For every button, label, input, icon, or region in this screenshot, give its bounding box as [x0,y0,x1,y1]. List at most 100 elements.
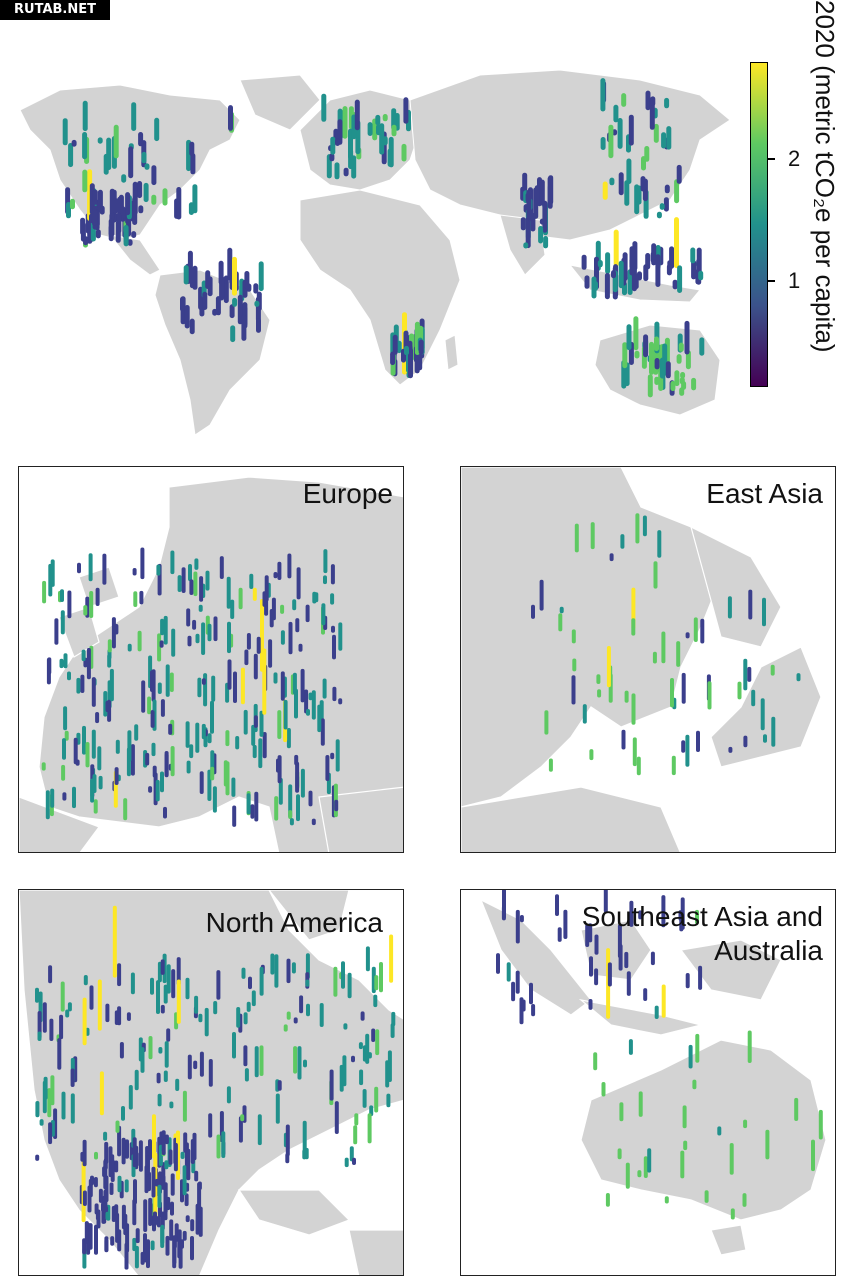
city-bar [168,723,173,735]
city-bar [189,744,194,759]
city-bar [628,1039,633,1055]
city-bar [141,151,147,164]
city-bar [90,1175,94,1186]
city-bar [654,358,660,370]
city-bar [163,1188,168,1221]
city-bar [121,1137,126,1165]
city-bar [376,124,381,136]
city-bar [107,654,112,668]
city-bar [700,618,705,644]
city-bar [246,633,251,650]
city-bar [704,1190,709,1203]
city-bar [105,1003,110,1023]
city-bar [256,318,261,333]
city-bar [622,342,628,369]
city-bar [208,1059,213,1087]
city-bar [390,1023,395,1038]
city-bar [542,200,548,233]
city-bar [161,1162,166,1190]
city-bar [181,567,186,593]
city-bar [273,672,278,684]
city-bar [253,653,258,680]
city-bar [213,1001,218,1015]
city-bar [653,123,659,143]
city-bar [317,704,322,733]
city-bar [373,994,378,1008]
city-bar [104,1141,109,1164]
city-bar [67,671,71,681]
city-bar [682,1105,687,1129]
city-bar [751,689,756,707]
city-bar [818,1109,823,1140]
city-bar [70,198,75,210]
city-bar [192,265,198,290]
city-bar [332,686,337,702]
city-bar [401,143,407,162]
city-bar [280,630,285,645]
city-bar [277,710,282,739]
city-bar [166,964,171,994]
city-bar [638,910,643,920]
city-bar [207,623,212,642]
city-bar [594,968,599,986]
city-bar [164,1041,169,1068]
city-bar [250,804,255,819]
city-bar [680,372,686,379]
city-bar [80,1151,85,1162]
city-bar [681,740,686,753]
city-bar [208,1113,213,1138]
city-bar [333,966,338,997]
southeast-asia-map [479,890,827,1256]
city-bar [277,561,282,580]
city-bar [661,984,666,1018]
city-bar [199,576,204,602]
world-map [19,69,731,436]
city-bar [300,768,305,798]
city-bar [747,1030,752,1063]
city-bar [304,689,309,714]
city-bar [320,718,325,746]
city-bar [531,604,535,619]
city-bar [558,613,563,632]
city-bar [596,674,601,684]
city-bar [97,746,102,771]
city-bar [143,182,149,203]
city-bar [698,270,704,281]
panel-europe: Europe [18,466,404,853]
city-bar [671,755,676,776]
city-bar [274,796,279,821]
city-bar [184,1193,189,1207]
city-bar [288,784,293,819]
city-bar [108,1146,113,1178]
city-bar [663,197,669,212]
city-bar [511,981,516,1002]
city-bar [676,641,681,667]
city-bar [613,229,619,267]
city-bar [626,324,632,351]
city-bar [105,700,110,713]
city-bar [59,658,64,669]
city-bar [95,587,100,606]
city-bar [371,1028,376,1042]
city-bar [241,314,247,341]
city-bar [166,1028,171,1042]
city-bar [408,347,413,379]
city-bar [207,733,212,744]
city-bar [94,1224,98,1255]
city-bar [246,793,251,815]
city-bar [617,924,622,958]
city-bar [97,189,103,213]
city-bar [650,951,655,966]
city-bar [198,1206,203,1237]
city-bar [685,734,690,767]
city-bar [165,664,170,697]
city-bar [132,1237,137,1252]
city-bar [252,587,257,601]
city-bar [601,1082,606,1097]
city-bar [351,1055,355,1063]
city-bar [190,153,196,175]
city-bar [691,260,697,280]
city-bar [640,176,646,192]
city-bar [185,1215,190,1223]
colorbar-tick-2 [768,158,775,160]
